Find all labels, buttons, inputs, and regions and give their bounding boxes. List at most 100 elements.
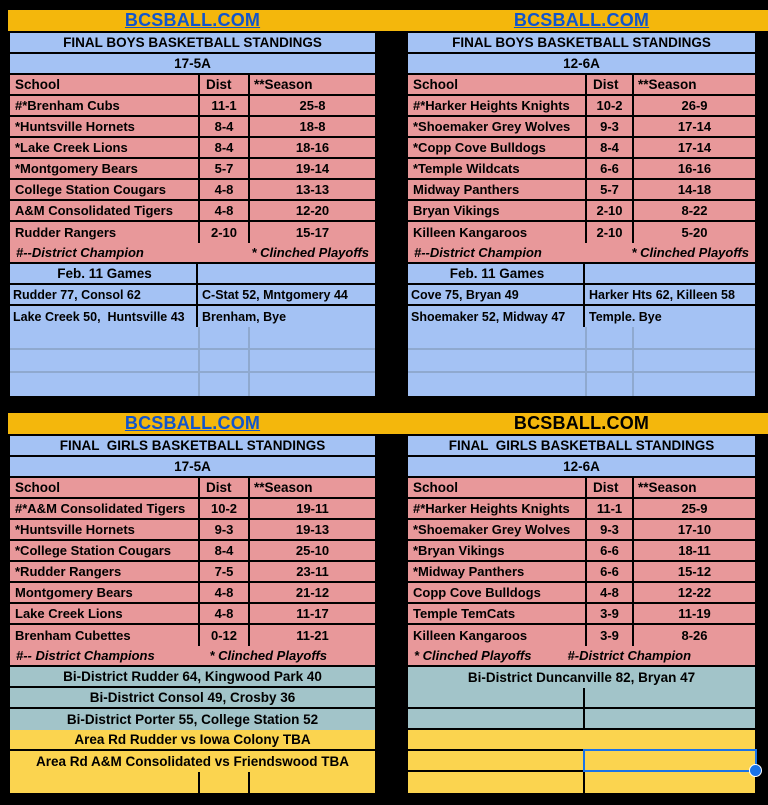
game-result-left: Shoemaker 52, Midway 47 (408, 306, 585, 327)
team-dist-record: 3-9 (585, 604, 632, 623)
game-result-right: C-Stat 52, Mntgomery 44 (202, 287, 348, 302)
game-row: Shoemaker 52, Midway 47 Temple. Bye (408, 306, 755, 327)
legend-row: * Clinched Playoffs #-District Champion (408, 646, 755, 667)
team-row: #*Harker Heights Knights 10-2 26-9 (408, 96, 755, 117)
team-school: Killeen Kangaroos (413, 225, 528, 240)
team-season-record: 18-8 (248, 117, 375, 136)
team-row: *Copp Cove Bulldogs 8-4 17-14 (408, 138, 755, 159)
selected-cell[interactable] (583, 749, 762, 777)
team-dist-record: 3-9 (585, 625, 632, 646)
legend-row: #--District Champion * Clinched Playoffs (408, 243, 755, 264)
team-row: A&M Consolidated Tigers 4-8 12-20 (10, 201, 375, 222)
team-row: *Temple Wildcats 6-6 16-16 (408, 159, 755, 180)
team-school: *Shoemaker Grey Wolves (413, 522, 571, 537)
column-header-row: School Dist **Season (408, 478, 755, 499)
team-school: *Bryan Vikings (413, 543, 505, 558)
team-dist-record: 10-2 (198, 499, 248, 518)
bcsball-link-boys-17-5a[interactable]: BCSBALL.COM (8, 10, 377, 31)
game-result-right: Brenham, Bye (202, 309, 287, 324)
standings-table-girls-17-5a: FINAL GIRLS BASKETBALL STANDINGS 17-5A S… (8, 436, 377, 795)
legend-district-champion: #--District Champion (16, 245, 144, 260)
team-dist-record: 11-1 (585, 499, 632, 518)
team-season-record: 8-26 (632, 625, 755, 646)
team-row: Copp Cove Bulldogs 4-8 12-22 (408, 583, 755, 604)
bidistrict-result-row: Bi-District Porter 55, College Station 5… (10, 709, 375, 730)
team-dist-record: 8-4 (585, 138, 632, 157)
col-header-season: **Season (248, 75, 375, 94)
standings-table-boys-12-6a: FINAL BOYS BASKETBALL STANDINGS 12-6A Sc… (406, 33, 757, 398)
col-header-dist: Dist (198, 75, 248, 94)
team-row: Temple TemCats 3-9 11-19 (408, 604, 755, 625)
area-round-matchup: Area Rd A&M Consolidated vs Friendswood … (35, 754, 350, 769)
team-dist-record: 5-7 (585, 180, 632, 199)
district-label: 17-5A (174, 459, 211, 474)
team-row: *Bryan Vikings 6-6 18-11 (408, 541, 755, 562)
empty-row (408, 772, 755, 793)
team-dist-record: 4-8 (198, 180, 248, 199)
team-row: College Station Cougars 4-8 13-13 (10, 180, 375, 201)
team-row: *Rudder Rangers 7-5 23-11 (10, 562, 375, 583)
team-row: *College Station Cougars 8-4 25-10 (10, 541, 375, 562)
masthead-band-top: BCSBALL.COM BCSBALL.COM (8, 10, 768, 33)
games-header-label: Feb. 11 Games (408, 264, 585, 283)
empty-row (10, 327, 375, 350)
games-header-filler (585, 264, 755, 283)
area-round-row: Area Rd A&M Consolidated vs Friendswood … (10, 751, 375, 772)
team-season-record: 15-17 (248, 222, 375, 243)
bcsball-link-boys-12-6a[interactable]: BCSBALL.COM (406, 10, 757, 31)
team-school: #*Brenham Cubs (15, 98, 120, 113)
team-row: Midway Panthers 5-7 14-18 (408, 180, 755, 201)
bcsball-link-label[interactable]: BCSBALL.COM (124, 10, 261, 30)
team-dist-record: 6-6 (585, 562, 632, 581)
games-header-filler (198, 264, 375, 283)
team-school: #*Harker Heights Knights (413, 501, 570, 516)
legend-row: #-- District Champions * Clinched Playof… (10, 646, 375, 667)
bidistrict-result: Bi-District Duncanville 82, Bryan 47 (467, 670, 696, 685)
bcsball-link-label[interactable]: BCSBALL.COM (124, 413, 261, 433)
bcsball-link-girls-17-5a[interactable]: BCSBALL.COM (8, 413, 377, 434)
team-dist-record: 8-4 (198, 541, 248, 560)
team-row: #*Brenham Cubs 11-1 25-8 (10, 96, 375, 117)
col-header-school: School (15, 480, 61, 495)
district-label: 17-5A (174, 56, 211, 71)
team-dist-record: 6-6 (585, 159, 632, 178)
bidistrict-result-row: Bi-District Duncanville 82, Bryan 47 (408, 667, 755, 688)
game-row: Lake Creek 50, Huntsville 43 Brenham, By… (10, 306, 375, 327)
column-header-row: School Dist **Season (10, 75, 375, 96)
legend-clinched-playoffs: * Clinched Playoffs (209, 648, 327, 663)
empty-row (408, 730, 755, 751)
team-season-record: 25-10 (248, 541, 375, 560)
team-school: #*Harker Heights Knights (413, 98, 570, 113)
col-header-season: **Season (632, 75, 755, 94)
legend-district-champion: #--District Champion (414, 245, 542, 260)
empty-row (408, 709, 755, 730)
team-school: *Lake Creek Lions (15, 140, 128, 155)
team-season-record: 25-9 (632, 499, 755, 518)
team-row: Brenham Cubettes 0-12 11-21 (10, 625, 375, 646)
team-dist-record: 2-10 (198, 222, 248, 243)
team-row: Killeen Kangaroos 2-10 5-20 (408, 222, 755, 243)
team-dist-record: 6-6 (585, 541, 632, 560)
col-header-season: **Season (632, 478, 755, 497)
team-season-record: 14-18 (632, 180, 755, 199)
team-season-record: 12-22 (632, 583, 755, 602)
game-result-left: Cove 75, Bryan 49 (408, 285, 585, 304)
selection-drag-handle[interactable] (749, 764, 762, 777)
legend-clinched-playoffs: * Clinched Playoffs (631, 245, 749, 260)
team-dist-record: 4-8 (198, 604, 248, 623)
standings-table-boys-17-5a: FINAL BOYS BASKETBALL STANDINGS 17-5A Sc… (8, 33, 377, 398)
column-header-row: School Dist **Season (10, 478, 375, 499)
bcsball-link-label[interactable]: BCSBALL.COM (513, 10, 650, 30)
empty-row (408, 373, 755, 396)
table-title: FINAL GIRLS BASKETBALL STANDINGS (448, 438, 715, 453)
team-school: *Montgomery Bears (15, 161, 138, 176)
team-season-record: 19-11 (248, 499, 375, 518)
team-school: Bryan Vikings (413, 203, 500, 218)
team-season-record: 16-16 (632, 159, 755, 178)
team-season-record: 19-14 (248, 159, 375, 178)
area-round-row: Area Rd Rudder vs Iowa Colony TBA (10, 730, 375, 751)
table-title: FINAL BOYS BASKETBALL STANDINGS (452, 35, 711, 50)
team-school: *Copp Cove Bulldogs (413, 140, 546, 155)
game-row: Cove 75, Bryan 49 Harker Hts 62, Killeen… (408, 285, 755, 306)
